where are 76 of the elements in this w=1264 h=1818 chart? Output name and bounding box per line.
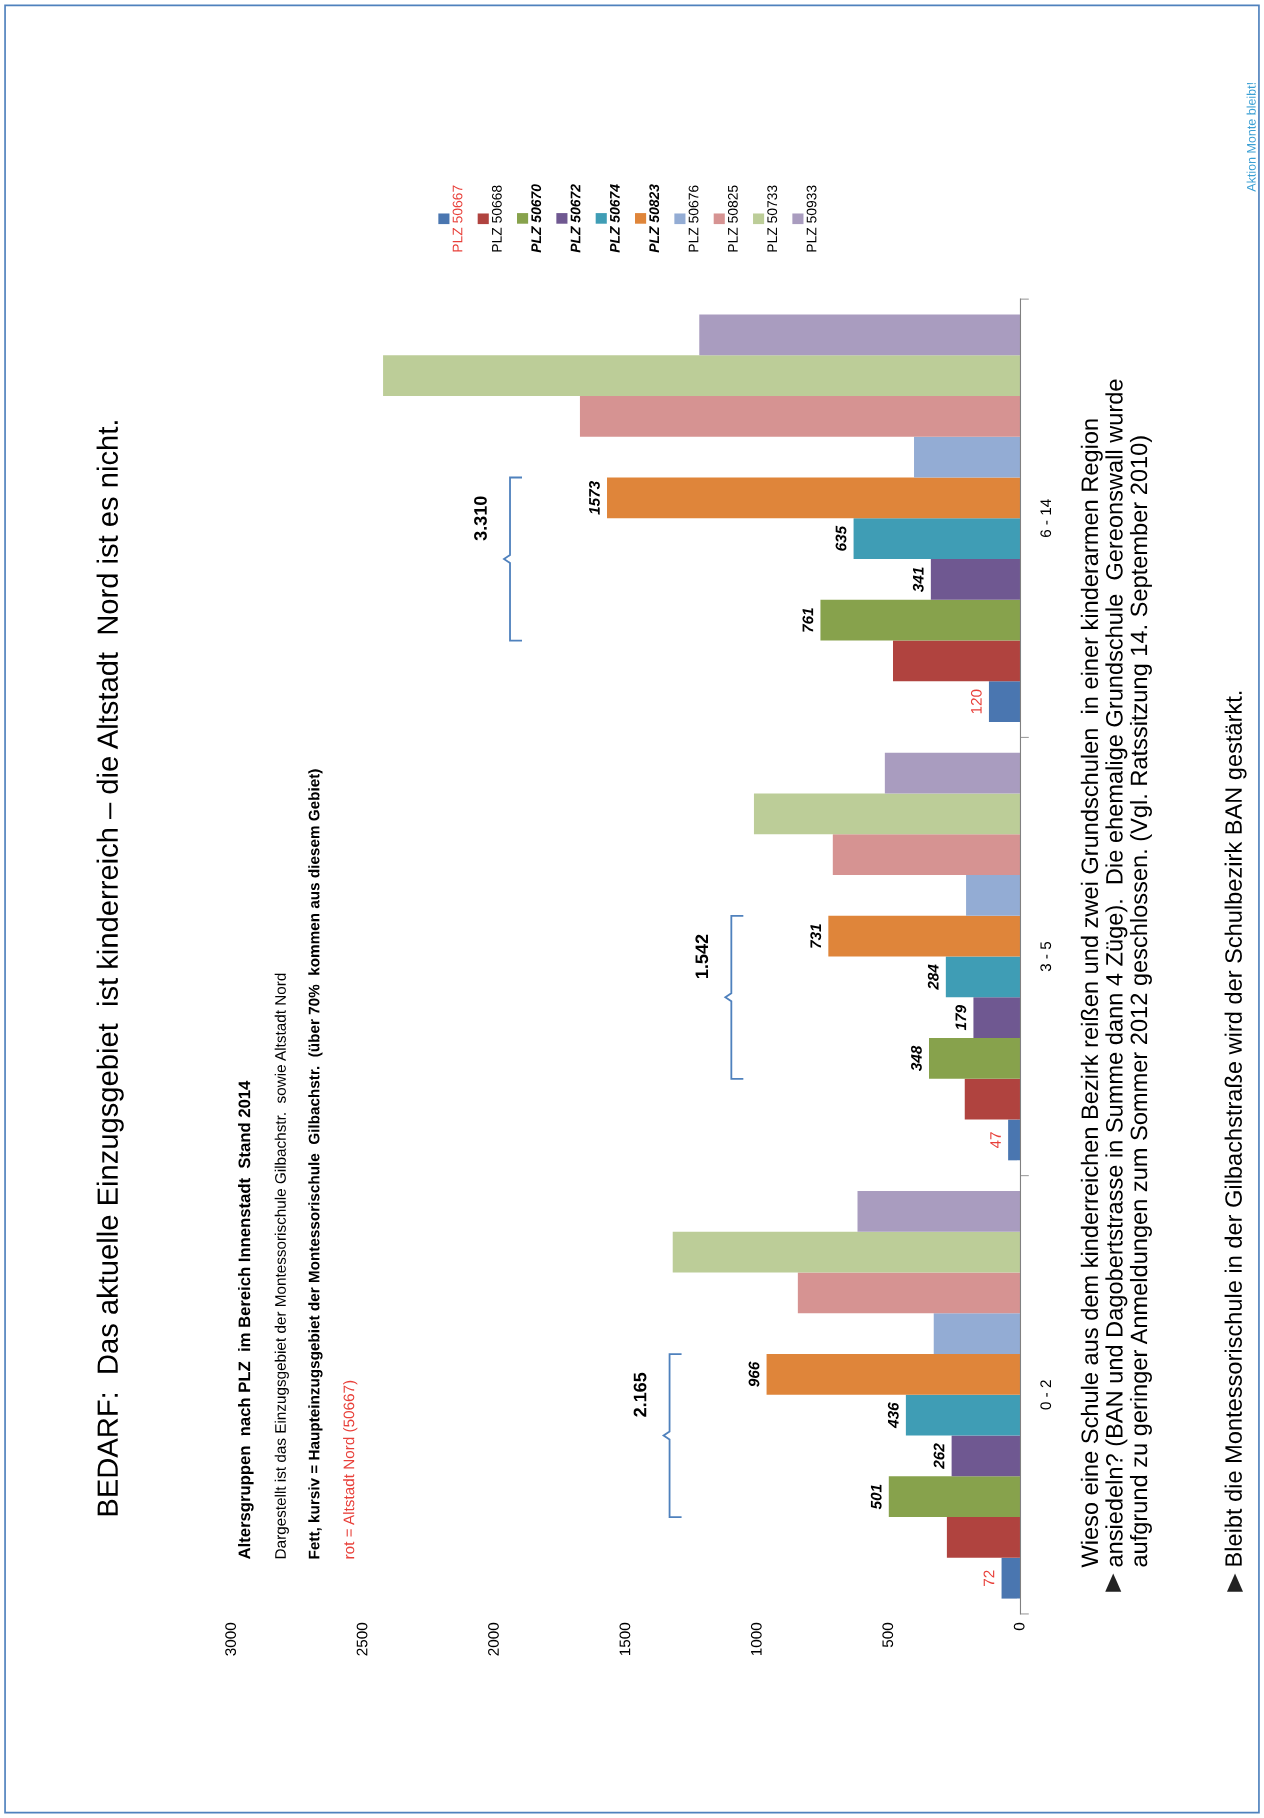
bar — [914, 436, 1021, 478]
data-label: 761 — [802, 608, 814, 632]
annotation: Dargestellt ist das Einzugsgebiet der Montessorischule Gilbachstr. sowie Altstadt Nord — [274, 973, 289, 1559]
legend-label: PLZ 50674 — [609, 184, 620, 253]
bar — [929, 1038, 1021, 1079]
y-tick-label: 3 - 5 — [1040, 941, 1052, 972]
bar — [964, 1078, 1021, 1120]
bar — [607, 477, 1021, 519]
bar — [828, 915, 1021, 957]
legend-label: PLZ 50672 — [570, 184, 581, 253]
bar — [933, 1313, 1021, 1355]
annotation: Fett, kursiv = Haupteinzugsgebiet der Montessorischule Gilbachstr. (über 70% kommen aus diesem Gebiet) — [308, 769, 323, 1559]
x-tick-label: 1500 — [619, 1622, 631, 1656]
bar — [853, 518, 1021, 560]
data-label: 1573 — [589, 481, 600, 515]
legend-label: PLZ 50676 — [688, 185, 699, 252]
bar — [973, 997, 1021, 1039]
bar — [945, 956, 1021, 998]
x-tick-label: 3000 — [225, 1622, 237, 1656]
legend-label: PLZ 50670 — [531, 184, 542, 253]
bar — [699, 314, 1021, 356]
bar — [946, 1517, 1021, 1558]
x-tick-label: 0 — [1013, 1622, 1025, 1631]
text: Aktion Monte bleibt! — [1246, 83, 1256, 192]
bar — [797, 1272, 1021, 1314]
data-label: 501 — [870, 1484, 882, 1510]
data-label: 348 — [911, 1045, 922, 1072]
legend-label: PLZ 50825 — [727, 185, 738, 252]
annotation: 2.165 — [633, 1372, 647, 1417]
bar — [857, 1191, 1021, 1232]
bar — [1001, 1557, 1021, 1599]
bar — [988, 681, 1021, 723]
data-label: 284 — [927, 964, 939, 990]
legend-label: PLZ 50823 — [649, 184, 660, 253]
legend-label: PLZ 50668 — [491, 185, 502, 252]
y-tick-label: 6 - 14 — [1040, 499, 1052, 538]
data-label: 966 — [748, 1361, 760, 1387]
bar — [951, 1435, 1021, 1477]
x-tick-label: 2500 — [356, 1622, 368, 1656]
bar — [672, 1231, 1021, 1273]
data-label: 262 — [933, 1443, 945, 1469]
bar — [766, 1354, 1021, 1395]
text: Wieso eine Schule aus dem kinderreichen Bezirk reißen und zwei Grundschulen in einer kinderarmen Region ansiedeln? (BAN und Dagobertstrasse in Summe dann 4 Züge). Die ehemalige Grundschule Gereonswall wurde aufgrund zu geringer Anmeldungen zum Sommer 2012 geschlossen. (Vgl. Ratssitzung 14. September 2010) — [1080, 379, 1152, 1568]
data-label: 72 — [983, 1570, 995, 1586]
data-label: 120 — [970, 689, 982, 714]
bar — [383, 355, 1021, 396]
annotation: Altersgruppen nach PLZ im Bereich Innenstadt Stand 2014 — [238, 1080, 254, 1560]
annotation: rot = Altstadt Nord (50667) — [343, 1380, 358, 1559]
bar — [892, 640, 1021, 682]
legend-label: PLZ 50733 — [767, 185, 778, 252]
legend-label: PLZ 50667 — [452, 185, 463, 252]
text: Bleibt die Montessorischule in der Gilbachstraße wird der Schulbezirk BAN gestärkt. — [1224, 691, 1247, 1566]
data-label: 731 — [810, 924, 822, 948]
bar — [884, 752, 1021, 794]
data-label: 341 — [912, 567, 924, 593]
bar — [905, 1394, 1021, 1436]
text: BEDARF: Das aktuelle Einzugsgebiet ist kinderreich – die Altstadt Nord ist es nicht. — [96, 421, 124, 1516]
bar — [753, 793, 1021, 835]
data-label: 179 — [955, 1005, 967, 1031]
annotation: 3.310 — [474, 496, 487, 541]
x-tick-label: 500 — [882, 1622, 894, 1648]
bar — [930, 559, 1021, 600]
data-label: 436 — [887, 1402, 899, 1429]
bar — [966, 875, 1021, 916]
legend-label: PLZ 50933 — [806, 185, 817, 252]
y-tick-label: 0 - 2 — [1040, 1380, 1052, 1410]
data-label: 635 — [835, 525, 847, 551]
bar — [832, 834, 1021, 876]
x-tick-label: 1000 — [750, 1622, 762, 1656]
bar — [579, 395, 1021, 437]
annotation: 1.542 — [695, 934, 709, 978]
data-label: 47 — [990, 1132, 1001, 1149]
bar — [888, 1476, 1021, 1518]
bar — [1008, 1119, 1021, 1161]
x-tick-label: 2000 — [488, 1622, 499, 1656]
bar — [820, 599, 1021, 641]
